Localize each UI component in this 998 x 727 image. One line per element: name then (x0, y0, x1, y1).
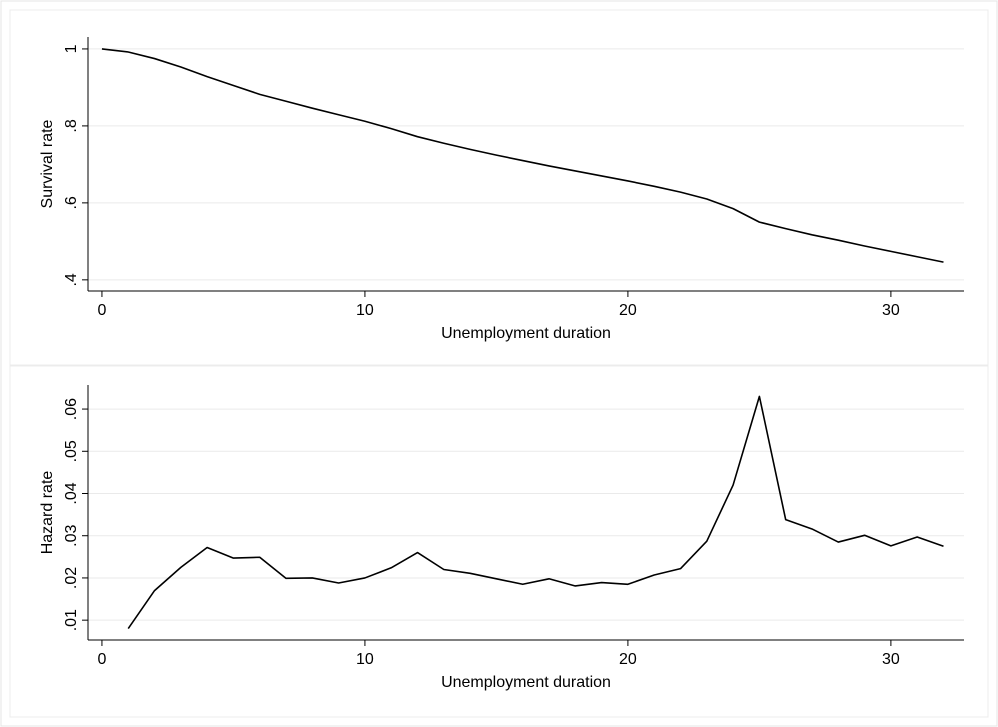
line-series (101, 48, 944, 263)
y-tick-label: .03 (63, 525, 80, 547)
x-tick-label: 20 (619, 651, 637, 668)
y-tick-label: .02 (63, 567, 80, 589)
y-tick-label: 1 (63, 44, 80, 53)
x-tick-label: 0 (97, 651, 106, 668)
x-tick-label: 30 (882, 302, 900, 319)
x-axis-label: Unemployment duration (441, 325, 611, 342)
y-tick-label: .8 (63, 119, 80, 132)
y-axis-label: Survival rate (39, 119, 56, 208)
x-tick-label: 30 (882, 651, 900, 668)
line-series (127, 395, 944, 630)
x-tick-label: 10 (356, 302, 374, 319)
y-tick-label: .01 (63, 609, 80, 631)
x-tick-label: 10 (356, 651, 374, 668)
x-tick-label: 0 (97, 302, 106, 319)
y-tick-label: .06 (63, 398, 80, 420)
y-tick-label: .04 (63, 482, 80, 504)
x-tick-label: 20 (619, 302, 637, 319)
y-tick-label: .4 (63, 273, 80, 286)
y-tick-label: .6 (63, 196, 80, 209)
panel-frame (9, 365, 989, 718)
y-axis-label: Hazard rate (39, 471, 56, 555)
y-tick-label: .05 (63, 440, 80, 462)
x-axis-label: Unemployment duration (441, 674, 611, 691)
panel-frame (9, 9, 989, 366)
